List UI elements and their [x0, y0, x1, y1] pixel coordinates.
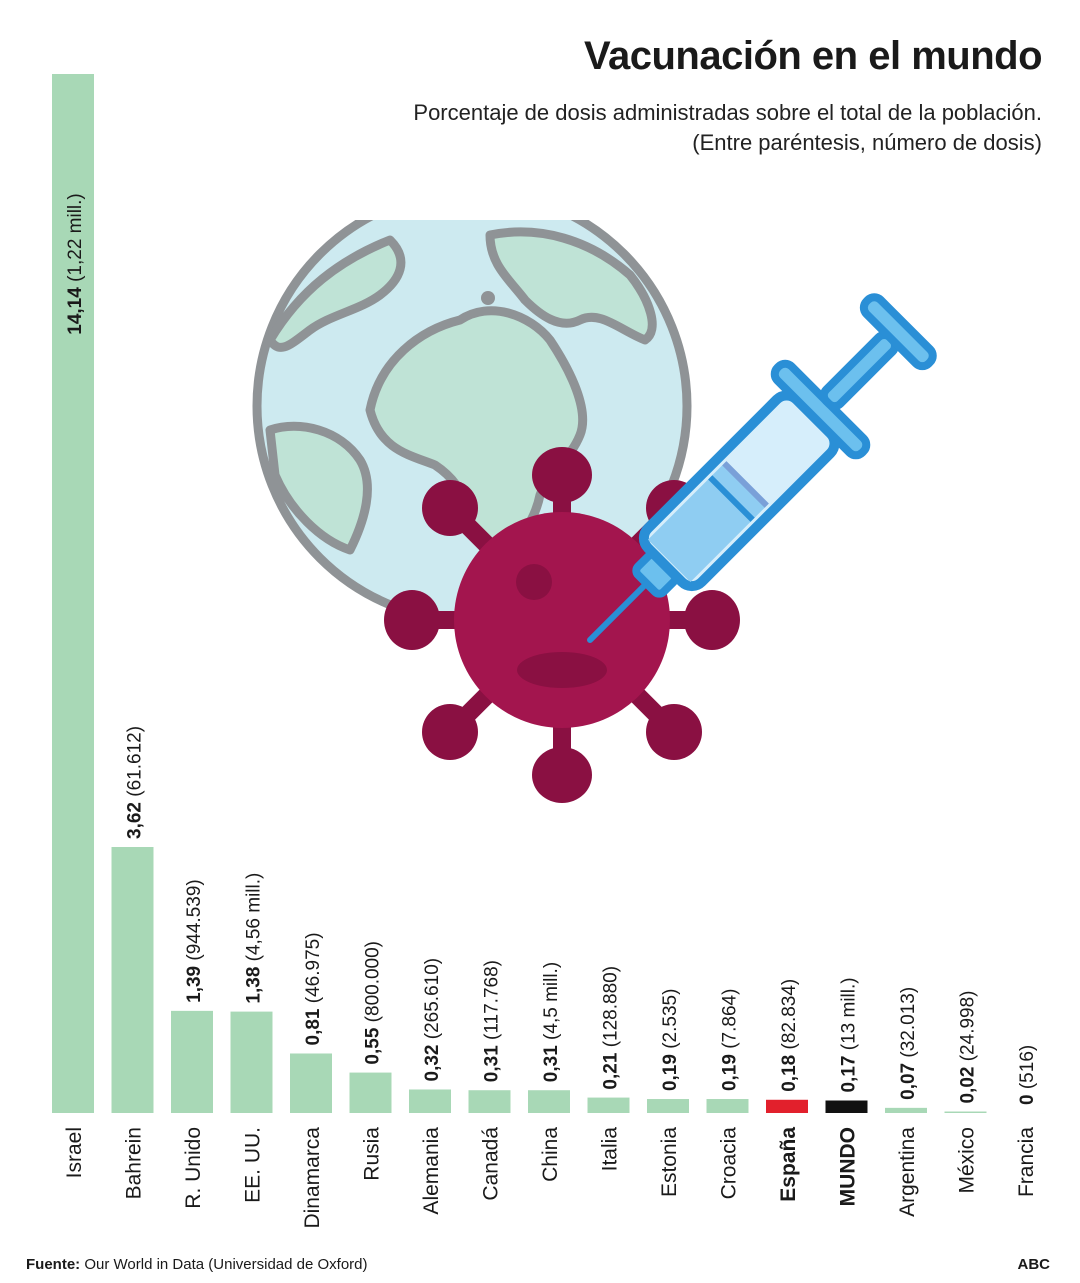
value-number: 0,18: [779, 1050, 800, 1092]
subtitle-line-1: Porcentaje de dosis administradas sobre …: [413, 100, 1042, 125]
category-label-15: Argentina: [896, 1127, 919, 1217]
doses-text: (800.000): [363, 941, 384, 1022]
category-label-11: Estonia: [658, 1127, 681, 1197]
doses-text: (516): [1017, 1045, 1038, 1089]
value-label-13: 0,18 (82.834): [779, 979, 800, 1092]
vaccine-illustration: [252, 220, 937, 803]
value-number: 0,55: [363, 1022, 384, 1064]
value-label-12: 0,19 (7.864): [720, 989, 741, 1091]
bar-13: [766, 1099, 808, 1113]
category-label-13: España: [777, 1127, 800, 1202]
doses-text: (7.864): [720, 989, 741, 1049]
value-label-7: 0,32 (265.610): [422, 958, 443, 1082]
category-label-4: EE. UU.: [242, 1127, 265, 1203]
bar-10: [587, 1097, 630, 1113]
doses-text: (61.612): [125, 726, 146, 797]
bar-14: [825, 1100, 868, 1113]
doses-text: (128.880): [601, 966, 622, 1047]
doses-text: (32.013): [898, 987, 919, 1058]
value-number: 0,19: [720, 1049, 741, 1091]
doses-text: (24.998): [958, 990, 979, 1061]
value-label-15: 0,07 (32.013): [898, 987, 919, 1100]
doses-text: (1,22 mill.): [65, 193, 86, 282]
value-label-1: 14,14 (1,22 mill.): [65, 193, 86, 335]
value-number: 0,81: [303, 1003, 324, 1045]
value-number: 1,38: [244, 961, 265, 1003]
source-label: Fuente:: [26, 1256, 81, 1273]
bar-5: [290, 1053, 332, 1113]
doses-text: (4,56 mill.): [244, 873, 265, 962]
bar-7: [409, 1089, 451, 1113]
category-label-12: Croacia: [718, 1127, 741, 1200]
value-number: 14,14: [65, 282, 86, 335]
value-number: 0,17: [839, 1050, 860, 1092]
category-label-7: Alemania: [420, 1127, 443, 1215]
value-number: 0,31: [541, 1040, 562, 1082]
value-label-17: 0 (516): [1017, 1045, 1038, 1105]
category-label-6: Rusia: [361, 1127, 384, 1181]
value-number: 0,02: [958, 1061, 979, 1103]
bar-1: [52, 74, 94, 1113]
category-label-9: China: [539, 1127, 562, 1182]
doses-text: (4,5 mill.): [541, 962, 562, 1040]
value-label-3: 1,39 (944.539): [184, 879, 205, 1003]
value-label-10: 0,21 (128.880): [601, 966, 622, 1090]
category-label-1: Israel: [63, 1127, 86, 1178]
doses-text: (2.535): [660, 989, 681, 1049]
value-label-8: 0,31 (117.768): [482, 960, 503, 1082]
syringe-icon: [587, 293, 937, 643]
value-number: 0,19: [660, 1049, 681, 1091]
value-label-6: 0,55 (800.000): [363, 941, 384, 1065]
value-label-16: 0,02 (24.998): [958, 990, 979, 1103]
source-note: Fuente: Our World in Data (Universidad d…: [26, 1256, 368, 1273]
value-number: 3,62: [125, 797, 146, 839]
category-label-5: Dinamarca: [301, 1127, 324, 1229]
category-label-17: Francia: [1015, 1127, 1038, 1197]
bar-2: [111, 847, 154, 1113]
doses-text: (82.834): [779, 979, 800, 1050]
value-label-2: 3,62 (61.612): [125, 726, 146, 839]
bar-11: [647, 1099, 689, 1113]
brand-label: ABC: [1017, 1256, 1051, 1273]
doses-text: (265.610): [422, 958, 443, 1039]
value-label-11: 0,19 (2.535): [660, 989, 681, 1091]
category-label-14: MUNDO: [837, 1127, 860, 1206]
doses-text: (46.975): [303, 932, 324, 1003]
bar-9: [528, 1090, 570, 1113]
doses-text: (117.768): [482, 960, 503, 1040]
doses-text: (944.539): [184, 879, 205, 960]
value-number: 1,39: [184, 961, 205, 1003]
value-number: 0,31: [482, 1040, 503, 1082]
value-label-4: 1,38 (4,56 mill.): [244, 873, 265, 1004]
doses-text: (13 mill.): [839, 977, 860, 1050]
bar-15: [885, 1107, 927, 1113]
category-label-16: México: [956, 1127, 979, 1194]
bar-16: [944, 1111, 987, 1113]
category-label-2: Bahrein: [123, 1127, 146, 1199]
category-label-3: R. Unido: [182, 1127, 205, 1209]
value-number: 0,32: [422, 1039, 443, 1081]
value-label-9: 0,31 (4,5 mill.): [541, 962, 562, 1082]
value-number: 0,21: [601, 1047, 622, 1089]
category-label-8: Canadá: [480, 1127, 503, 1201]
bar-6: [349, 1072, 392, 1113]
value-number: 0,07: [898, 1058, 919, 1100]
bar-12: [706, 1099, 749, 1113]
source-text: Our World in Data (Universidad de Oxford…: [84, 1256, 368, 1273]
bar-8: [468, 1090, 511, 1113]
value-label-5: 0,81 (46.975): [303, 932, 324, 1045]
value-label-14: 0,17 (13 mill.): [839, 977, 860, 1092]
virus-icon: [384, 447, 740, 803]
bar-3: [171, 1010, 213, 1113]
subtitle-line-2: (Entre paréntesis, número de dosis): [692, 130, 1042, 155]
category-label-10: Italia: [599, 1127, 622, 1172]
value-number: 0: [1017, 1089, 1038, 1105]
bar-4: [230, 1011, 273, 1113]
page-title: Vacunación en el mundo: [584, 34, 1042, 78]
